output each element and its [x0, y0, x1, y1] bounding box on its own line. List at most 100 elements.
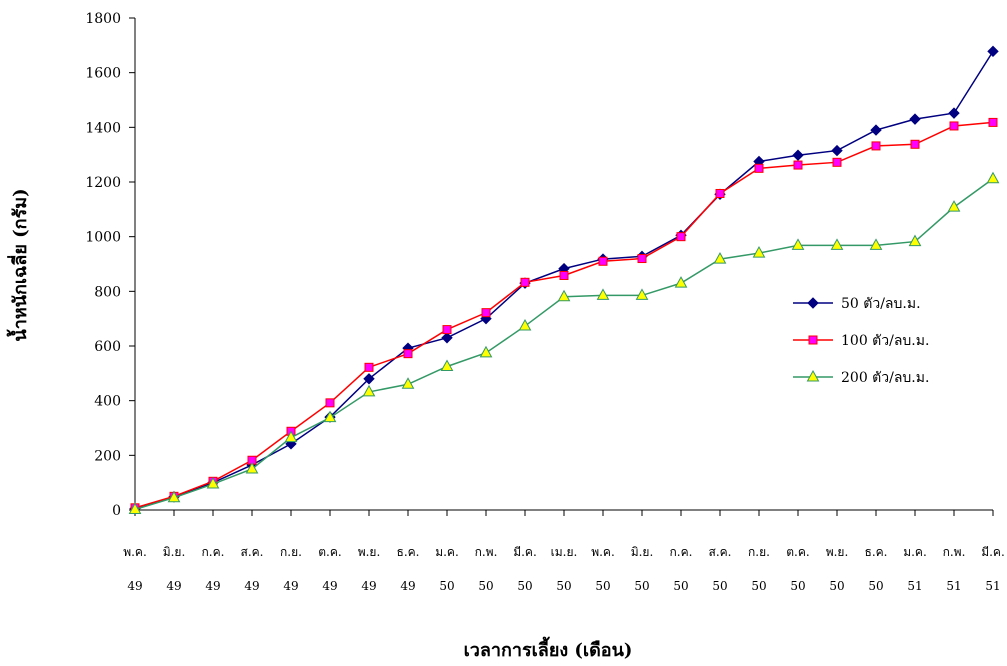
y-axis-title: น้ำหนักเฉลี่ย (กรัม) [6, 188, 31, 341]
data-point [479, 345, 493, 358]
legend-label: 200 ตัว/ลบ.ม. [841, 370, 929, 386]
x-tick-month: ก.พ. [475, 545, 498, 559]
data-point [908, 234, 922, 247]
data-point [949, 121, 959, 131]
data-point [752, 246, 766, 258]
y-tick-label: 800 [94, 284, 121, 300]
data-point [364, 362, 374, 372]
data-point [869, 238, 883, 250]
x-tick-month: ต.ค. [786, 545, 809, 559]
y-tick-label: 1800 [85, 11, 121, 27]
data-point [559, 270, 569, 280]
x-tick-year: 50 [790, 579, 805, 593]
x-tick-year: 49 [322, 579, 337, 593]
data-point [596, 288, 610, 300]
data-point [832, 157, 842, 167]
legend-marker [808, 335, 818, 345]
data-point [284, 430, 298, 443]
series-1 [129, 45, 999, 515]
x-tick-month: ธ.ค. [865, 545, 888, 559]
x-tick-month: ธ.ค. [397, 545, 420, 559]
x-tick-year: 49 [283, 579, 298, 593]
data-point [128, 502, 142, 514]
x-tick-month: ส.ค. [241, 545, 264, 559]
data-point [481, 308, 491, 318]
x-tick-year: 50 [517, 579, 532, 593]
y-tick-label: 200 [94, 448, 121, 464]
data-point [167, 490, 181, 503]
data-point [598, 256, 608, 266]
x-tick-year: 51 [907, 579, 922, 593]
data-point [910, 139, 920, 149]
data-point [635, 288, 649, 300]
x-tick-year: 51 [946, 579, 961, 593]
x-tick-month: ก.ย. [748, 545, 770, 559]
x-tick-month: ก.ค. [202, 545, 225, 559]
data-point [557, 289, 571, 302]
data-point [637, 254, 647, 264]
x-tick-month: ก.ย. [280, 545, 302, 559]
legend-marker [806, 369, 820, 382]
x-tick-month: ก.ค. [670, 545, 693, 559]
y-tick-label: 1200 [85, 175, 121, 191]
x-tick-month: ก.พ. [943, 545, 966, 559]
x-tick-year: 50 [634, 579, 649, 593]
legend-label: 100 ตัว/ลบ.ม. [841, 333, 929, 349]
y-tick-label: 1400 [85, 120, 121, 136]
x-tick-year: 49 [361, 579, 376, 593]
x-tick-month: พ.ค. [591, 545, 615, 559]
x-tick-month: ต.ค. [318, 545, 341, 559]
y-tick-label: 400 [94, 394, 121, 410]
x-tick-year: 50 [829, 579, 844, 593]
x-tick-year: 49 [127, 579, 142, 593]
data-point [676, 232, 686, 242]
data-point [363, 373, 375, 385]
x-tick-month: พ.ค. [123, 545, 147, 559]
data-point [909, 113, 921, 125]
x-tick-month: พ.ย. [826, 545, 849, 559]
data-point [793, 160, 803, 170]
data-point [791, 238, 805, 250]
data-point [754, 163, 764, 173]
x-axis: พ.ค. 49 มิ.ย. 49 ก.ค. 49 ส.ค. 49 ก.ย. 49 ต.ค. 49 พ.ย… [123, 509, 1005, 593]
x-tick-year: 50 [751, 579, 766, 593]
data-point [715, 188, 725, 198]
x-tick-year: 50 [595, 579, 610, 593]
x-tick-month: มี.ค. [513, 545, 537, 559]
y-tick-label: 600 [94, 339, 121, 355]
data-point [401, 377, 415, 389]
data-point [206, 476, 220, 489]
x-tick-month: ม.ค. [435, 545, 459, 559]
data-point [986, 171, 1000, 184]
data-point [440, 359, 454, 371]
y-axis: 0 200 400 600 800 1000 1200 1400 1600 1800 [85, 11, 136, 519]
x-tick-year: 49 [244, 579, 259, 593]
x-tick-month: ม.ค. [903, 545, 927, 559]
data-point [987, 45, 999, 58]
data-point [948, 107, 960, 119]
data-point [518, 319, 532, 331]
y-tick-label: 1000 [85, 230, 121, 246]
x-tick-year: 50 [439, 579, 454, 593]
x-axis-title: เวลาการเลี้ยง (เดือน) [464, 636, 633, 661]
data-point [830, 238, 844, 250]
data-point [403, 349, 413, 359]
data-point [520, 277, 530, 287]
series-line [134, 121, 994, 509]
x-tick-year: 51 [985, 579, 1000, 593]
y-tick-label: 0 [112, 503, 121, 519]
x-tick-year: 50 [868, 579, 883, 593]
legend: 50 ตัว/ลบ.ม. 100 ตัว/ลบ.ม. 200 ตัว/ลบ.ม. [793, 296, 929, 386]
data-point [325, 398, 335, 408]
x-tick-year: 50 [673, 579, 688, 593]
x-tick-month: ส.ค. [709, 545, 732, 559]
x-tick-month: พ.ย. [358, 545, 381, 559]
y-tick-label: 1600 [85, 66, 121, 82]
data-point [441, 332, 453, 344]
data-point [947, 200, 961, 212]
x-tick-year: 49 [205, 579, 220, 593]
data-point [870, 124, 882, 136]
data-point [713, 252, 727, 264]
data-point [442, 325, 452, 335]
